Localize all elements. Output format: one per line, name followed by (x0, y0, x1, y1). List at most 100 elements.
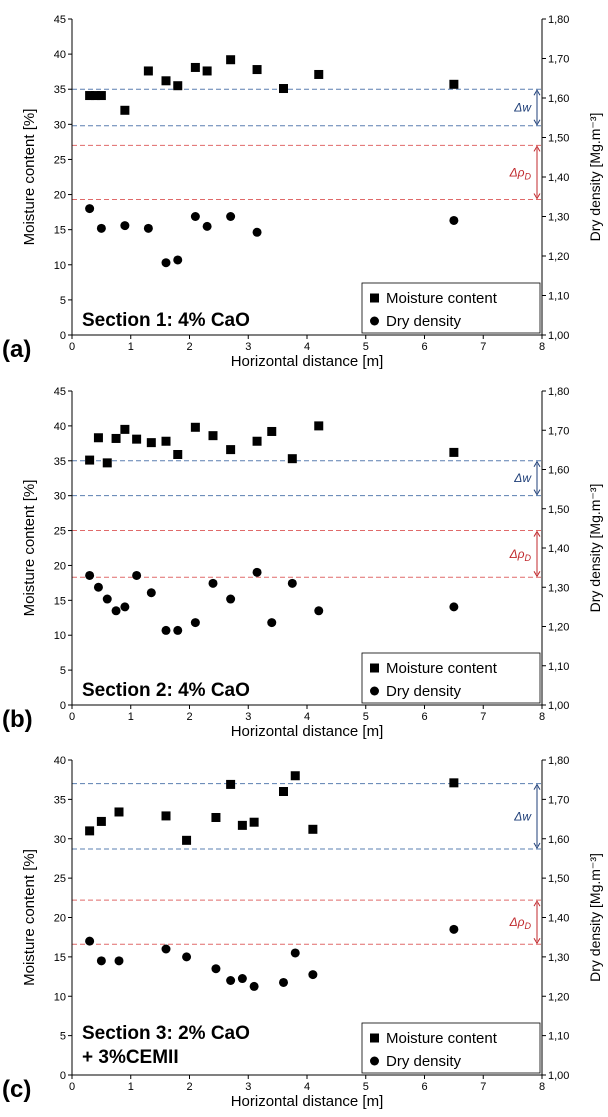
y2-tick-label: 1,60 (548, 834, 569, 846)
y2-tick-label: 1,00 (548, 1070, 569, 1082)
density-point (93, 582, 103, 592)
density-point (249, 981, 259, 991)
x-tick-label: 4 (304, 341, 310, 353)
y-tick-label: 15 (54, 225, 66, 237)
y-tick-label: 40 (54, 421, 66, 433)
density-point (102, 594, 112, 604)
y2-tick-label: 1,10 (548, 291, 569, 303)
moisture-point (202, 66, 212, 76)
panel-label: (b) (2, 706, 33, 733)
y2-tick-label: 1,10 (548, 661, 569, 673)
x-tick-label: 6 (421, 1081, 427, 1093)
density-point (161, 258, 171, 268)
density-point (290, 948, 300, 958)
y2-tick-label: 1,80 (548, 755, 569, 767)
legend-circle-icon (370, 1056, 379, 1066)
moisture-point (287, 454, 297, 464)
y-tick-label: 35 (54, 456, 66, 468)
y2-tick-label: 1,60 (548, 93, 569, 105)
moisture-point (85, 455, 95, 465)
density-point (314, 606, 324, 616)
y2-tick-label: 1,70 (548, 54, 569, 66)
y-tick-label: 20 (54, 190, 66, 202)
y-tick-label: 45 (54, 386, 66, 398)
density-point (190, 618, 200, 628)
band-arrow-head-top (533, 783, 541, 790)
y-axis-title: Moisture content [%] (21, 480, 38, 617)
y2-tick-label: 1,10 (548, 1031, 569, 1043)
density-point (96, 223, 106, 233)
x-tick-label: 5 (363, 341, 369, 353)
legend-box (361, 1022, 541, 1074)
density-point (449, 602, 459, 612)
density-point (190, 212, 200, 221)
y-axis-title: Moisture content [%] (21, 849, 38, 986)
x-tick-label: 0 (69, 1081, 75, 1093)
y-tick-label: 40 (54, 755, 66, 767)
moisture-point (173, 449, 183, 459)
y-tick-label: 35 (54, 84, 66, 96)
moisture-point (161, 811, 171, 821)
band-arrow-head-top (533, 530, 541, 537)
x-tick-label: 0 (69, 711, 75, 723)
x-tick-label: 3 (245, 1081, 251, 1093)
density-point (449, 924, 459, 934)
moisture-point (208, 431, 218, 441)
y-tick-label: 40 (54, 49, 66, 61)
section-label: Section 2: 4% CaO (82, 680, 250, 701)
x-tick-label: 6 (421, 711, 427, 723)
band-arrow-head-bottom (533, 842, 541, 849)
moisture-point (143, 66, 153, 76)
density-point (161, 944, 171, 954)
band-arrow-head-top (533, 460, 541, 468)
band-arrow-head-bottom (533, 193, 541, 200)
moisture-point (290, 771, 300, 781)
y2-tick-label: 1,00 (548, 330, 569, 342)
y-tick-label: 0 (60, 1070, 66, 1082)
moisture-point (308, 824, 318, 834)
moisture-point (93, 433, 103, 443)
density-point (161, 625, 171, 635)
delta-w-label: Δw (513, 100, 532, 114)
density-point (287, 578, 297, 588)
moisture-point (190, 422, 200, 432)
x-tick-label: 3 (245, 711, 251, 723)
x-tick-label: 4 (304, 711, 310, 723)
legend-square-icon (370, 663, 379, 673)
y2-tick-label: 1,20 (548, 251, 569, 263)
x-tick-label: 7 (480, 341, 486, 353)
y2-tick-label: 1,50 (548, 133, 569, 145)
delta-rho-label: ΔρD (509, 915, 532, 931)
y-tick-label: 5 (60, 1031, 66, 1043)
y-tick-label: 20 (54, 913, 66, 925)
y-tick-label: 25 (54, 154, 66, 166)
density-point (252, 567, 262, 577)
moisture-point (226, 779, 236, 789)
legend-box (361, 282, 541, 334)
density-point (111, 606, 121, 616)
y2-tick-label: 1,40 (548, 913, 569, 925)
density-point (120, 602, 130, 612)
y2-tick-label: 1,20 (548, 991, 569, 1003)
band-arrow-head-bottom (533, 119, 541, 126)
delta-w-label: Δw (513, 809, 532, 823)
moisture-point (252, 65, 262, 75)
y2-tick-label: 1,40 (548, 543, 569, 555)
y2-tick-label: 1,30 (548, 582, 569, 594)
x-tick-label: 0 (69, 341, 75, 353)
density-point (237, 974, 247, 984)
legend-label-moisture: Moisture content (386, 660, 498, 677)
moisture-point (161, 76, 171, 86)
x-tick-label: 2 (186, 711, 192, 723)
y-tick-label: 30 (54, 491, 66, 503)
density-point (252, 227, 262, 237)
x-tick-label: 7 (480, 1081, 486, 1093)
density-point (202, 221, 212, 231)
x-tick-label: 2 (186, 341, 192, 353)
y-tick-label: 5 (60, 665, 66, 677)
panel-label: (a) (2, 336, 31, 363)
density-point (226, 594, 236, 604)
